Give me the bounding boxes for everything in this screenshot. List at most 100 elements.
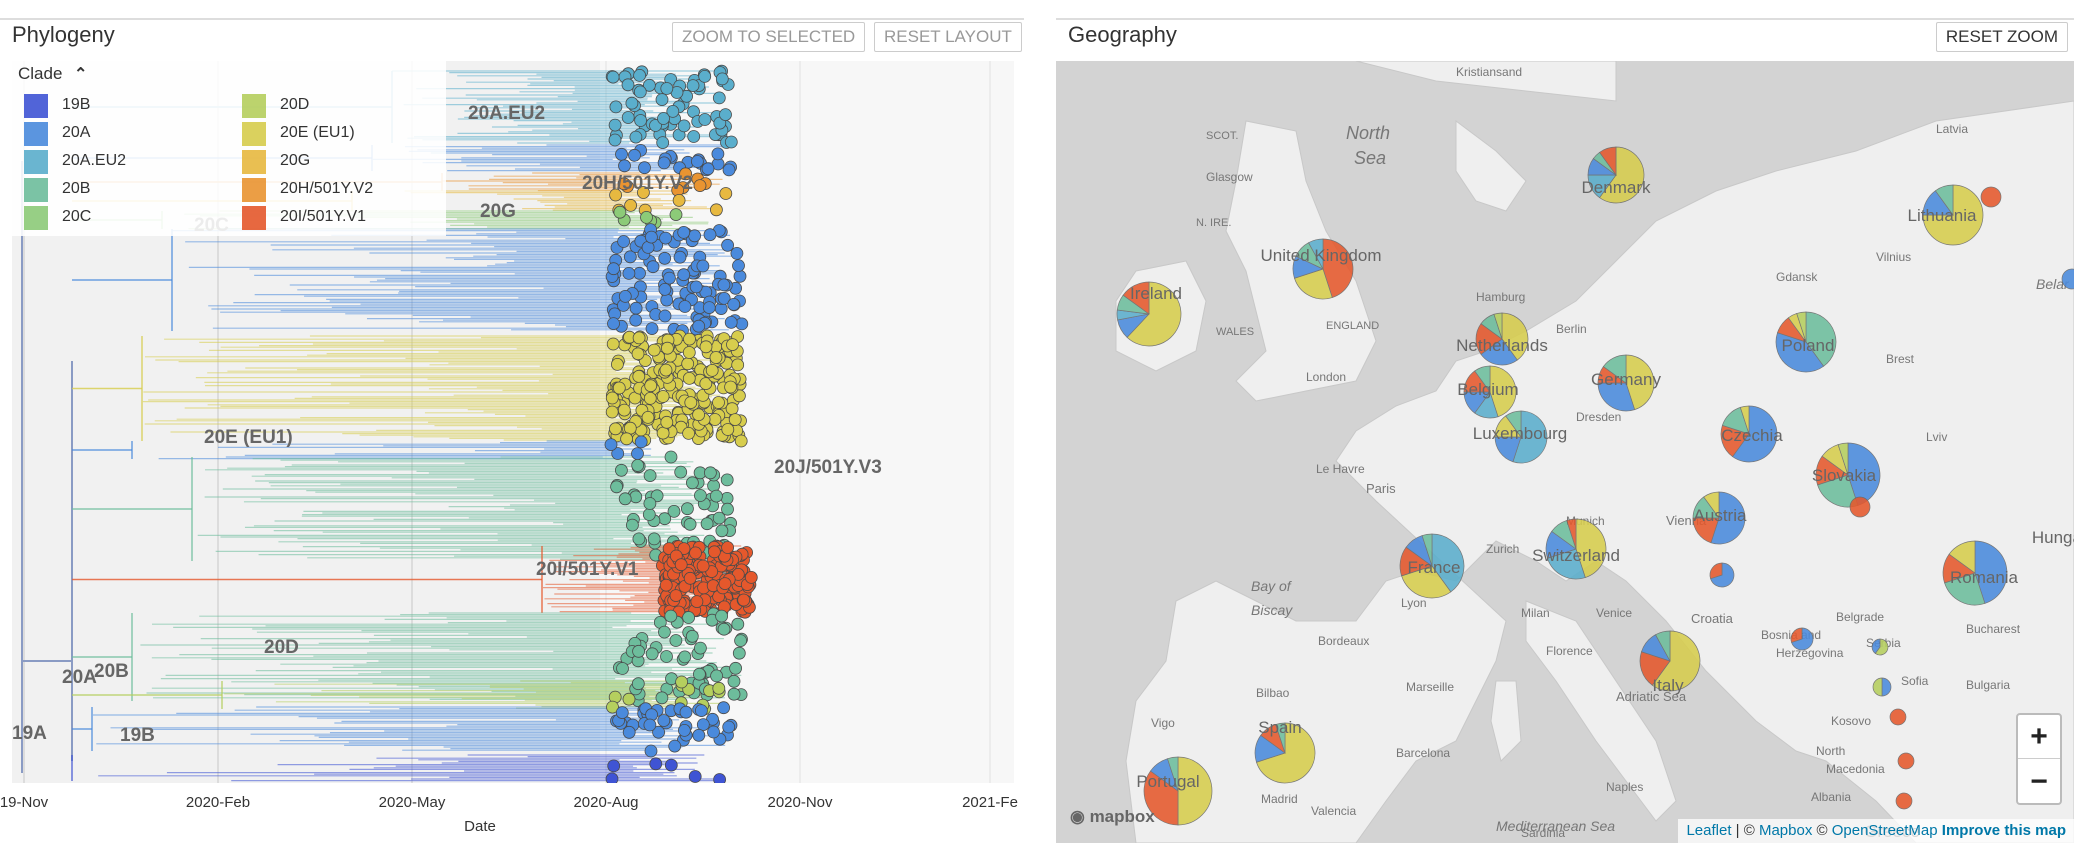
tip-node[interactable] (719, 108, 732, 121)
tip-node[interactable] (628, 148, 641, 162)
tip-node[interactable] (678, 724, 691, 737)
tip-node[interactable] (675, 675, 688, 689)
tip-node[interactable] (720, 473, 734, 487)
country-pie[interactable] (1897, 752, 1915, 770)
tip-node[interactable] (678, 650, 692, 664)
tip-node[interactable] (693, 179, 707, 192)
tip-node[interactable] (727, 687, 741, 701)
tip-node[interactable] (626, 518, 639, 532)
country-pie[interactable] (1922, 184, 1984, 246)
tip-node[interactable] (688, 229, 701, 243)
country-pie[interactable] (1292, 238, 1354, 300)
tip-node[interactable] (721, 541, 734, 554)
tip-node[interactable] (687, 130, 701, 143)
tip-node[interactable] (708, 545, 721, 559)
tip-node[interactable] (656, 136, 670, 149)
tip-node[interactable] (646, 260, 660, 274)
tip-node[interactable] (622, 725, 636, 739)
reset-layout-button[interactable]: RESET LAYOUT (874, 22, 1022, 52)
tip-node[interactable] (685, 629, 699, 643)
tip-node[interactable] (694, 641, 707, 655)
tip-node[interactable] (634, 114, 647, 127)
tip-node[interactable] (655, 93, 669, 106)
tip-node[interactable] (681, 357, 695, 371)
tip-node[interactable] (721, 423, 735, 436)
tip-node[interactable] (631, 447, 644, 461)
tip-node[interactable] (623, 250, 637, 264)
tip-node[interactable] (724, 380, 737, 394)
tip-node[interactable] (717, 622, 731, 636)
tip-node[interactable] (660, 293, 674, 307)
tip-node[interactable] (660, 82, 674, 95)
tip-node[interactable] (611, 447, 625, 460)
tip-node[interactable] (633, 266, 646, 280)
phylogeny-tree[interactable]: 20A.EU2 20H/501Y.V2 20G 20C 20E (EU1) 20J/501… (12, 61, 1014, 783)
tip-node[interactable] (677, 119, 691, 133)
tip-node[interactable] (699, 340, 713, 354)
tip-node[interactable] (629, 130, 643, 144)
tip-node[interactable] (658, 282, 672, 296)
tip-node[interactable] (629, 490, 643, 504)
tip-node[interactable] (645, 647, 659, 661)
country-pie[interactable] (1692, 491, 1746, 545)
mapbox-logo[interactable]: ◉ mapbox (1070, 807, 1155, 826)
tip-node[interactable] (629, 301, 643, 315)
tip-node[interactable] (677, 542, 691, 556)
tip-node[interactable] (669, 208, 683, 222)
tip-node[interactable] (682, 611, 695, 624)
tip-node[interactable] (711, 147, 725, 161)
country-pie[interactable] (1775, 311, 1837, 373)
tip-node[interactable] (640, 210, 653, 224)
country-pie[interactable] (1849, 496, 1871, 518)
tip-node[interactable] (664, 450, 678, 464)
tip-node[interactable] (617, 177, 631, 191)
tip-node[interactable] (622, 692, 636, 706)
leaflet-link[interactable]: Leaflet (1686, 822, 1732, 839)
tip-node[interactable] (631, 677, 645, 691)
tip-node[interactable] (709, 351, 723, 364)
tip-node[interactable] (660, 415, 674, 429)
tip-node[interactable] (652, 725, 665, 739)
country-pie[interactable] (1494, 410, 1548, 464)
zoom-out-button[interactable]: − (2030, 765, 2048, 798)
tip-node[interactable] (710, 489, 723, 503)
tip-node[interactable] (727, 297, 741, 311)
tip-node[interactable] (608, 133, 622, 147)
chevron-up-icon[interactable]: ⌃ (74, 66, 88, 83)
tip-node[interactable] (726, 338, 739, 352)
tip-node[interactable] (717, 701, 730, 715)
tip-node[interactable] (693, 667, 706, 681)
country-pie[interactable] (1475, 312, 1529, 366)
tip-node[interactable] (731, 358, 745, 372)
tip-node[interactable] (682, 426, 695, 440)
tip-node[interactable] (717, 291, 731, 305)
tip-node[interactable] (610, 480, 623, 494)
tip-node[interactable] (658, 512, 672, 526)
tip-node[interactable] (682, 346, 696, 359)
tip-node[interactable] (698, 69, 712, 83)
tip-node[interactable] (679, 705, 693, 719)
tip-node[interactable] (644, 379, 658, 393)
tip-node[interactable] (613, 205, 627, 219)
tip-node[interactable] (732, 259, 745, 273)
country-pie[interactable] (1790, 627, 1814, 651)
tip-node[interactable] (707, 725, 720, 739)
tip-node[interactable] (641, 410, 655, 424)
tip-node[interactable] (677, 225, 691, 239)
tip-node[interactable] (724, 135, 738, 149)
tip-node[interactable] (656, 390, 670, 403)
tip-node[interactable] (679, 167, 692, 181)
tip-node[interactable] (719, 187, 733, 200)
tip-node[interactable] (615, 706, 629, 719)
tip-node[interactable] (712, 681, 726, 695)
tip-node[interactable] (729, 661, 742, 675)
tip-node[interactable] (643, 497, 657, 510)
tip-node[interactable] (643, 78, 656, 92)
tip-node[interactable] (618, 492, 632, 506)
zoom-in-button[interactable]: + (2018, 715, 2060, 759)
tip-node[interactable] (632, 532, 646, 546)
tip-node[interactable] (708, 413, 722, 426)
tip-node[interactable] (691, 155, 704, 168)
tip-node[interactable] (678, 300, 692, 313)
tip-node[interactable] (699, 377, 713, 391)
